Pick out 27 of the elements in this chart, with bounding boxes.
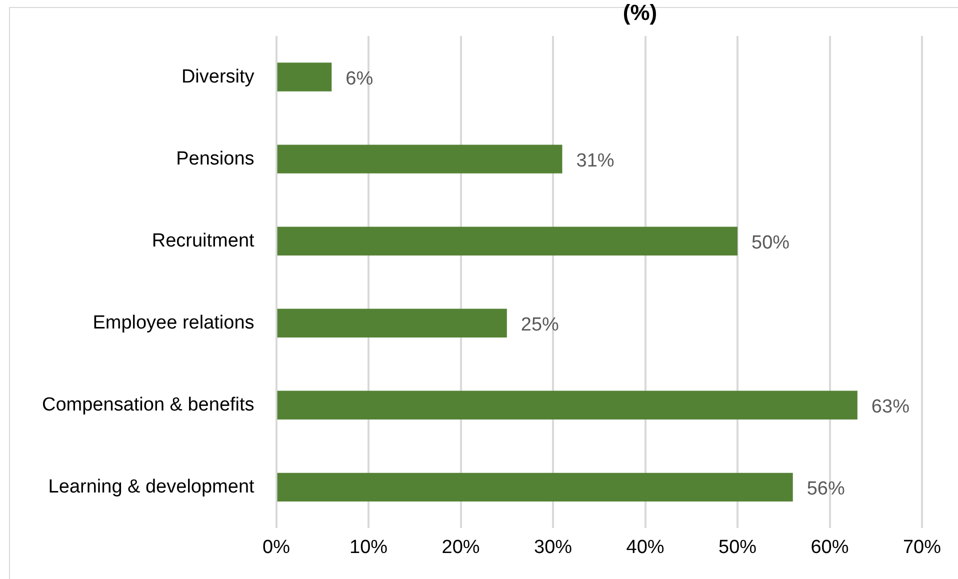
bar	[277, 390, 858, 420]
x-tick-label: 30%	[534, 536, 572, 558]
y-tick-label: Learning & development	[48, 476, 256, 498]
x-tick-label: 70%	[902, 536, 942, 558]
data-label: 63%	[871, 396, 910, 418]
x-tick-label: 60%	[810, 536, 849, 558]
data-label: 50%	[752, 232, 790, 254]
data-label: 31%	[576, 150, 614, 172]
data-label: 6%	[346, 68, 374, 90]
bar	[277, 226, 738, 256]
bar	[277, 472, 793, 502]
x-tick-label: 0%	[262, 536, 290, 558]
x-tick-label: 50%	[718, 536, 757, 558]
y-tick-label: Diversity	[181, 66, 255, 88]
y-tick-label: Recruitment	[152, 230, 256, 252]
data-label: 25%	[520, 314, 560, 336]
chart-title: (%)	[622, 0, 658, 26]
y-tick-label: Compensation & benefits	[42, 394, 254, 416]
x-tick-label: 40%	[626, 536, 664, 558]
y-tick-label: Employee relations	[92, 312, 254, 334]
x-tick-label: 20%	[442, 536, 480, 558]
data-label: 56%	[806, 478, 845, 500]
x-tick-label: 10%	[350, 536, 388, 558]
y-tick-label: Pensions	[176, 148, 254, 170]
bar	[277, 308, 507, 338]
bar	[277, 62, 332, 92]
bar	[277, 144, 562, 174]
